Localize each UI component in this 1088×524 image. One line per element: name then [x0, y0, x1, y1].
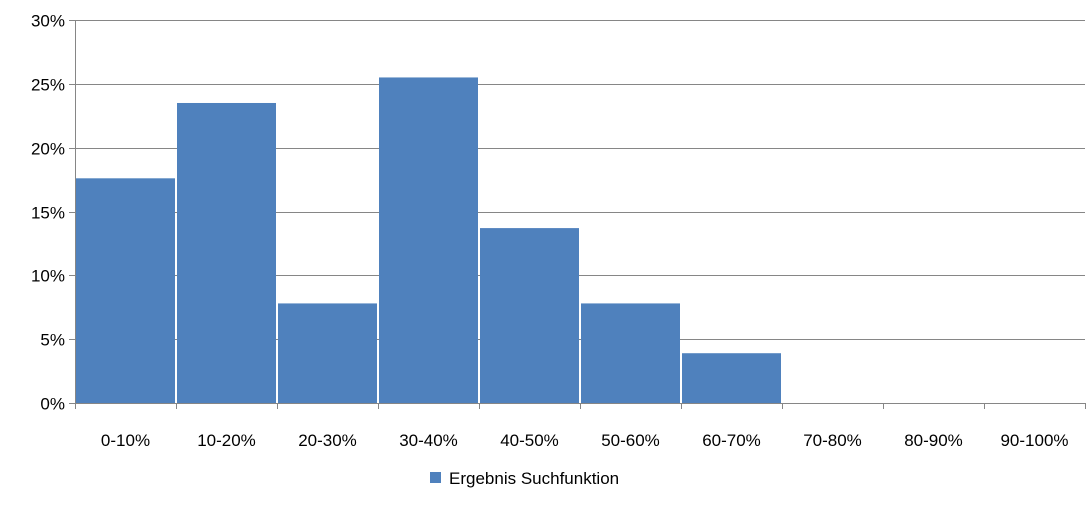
legend: Ergebnis Suchfunktion [430, 469, 619, 488]
bar-20-30% [278, 303, 377, 403]
y-tick-label: 30% [31, 12, 65, 31]
bar-40-50% [480, 228, 579, 403]
y-tick-label: 20% [31, 140, 65, 159]
x-tick-label: 90-100% [1000, 431, 1068, 450]
y-tick-label: 25% [31, 76, 65, 95]
legend-swatch [430, 472, 441, 483]
x-tick-label: 70-80% [803, 431, 862, 450]
y-tick-label: 0% [40, 395, 65, 414]
legend-label: Ergebnis Suchfunktion [449, 469, 619, 488]
y-tick-labels: 0% 5% 10% 15% 20% 25% 30% [31, 12, 65, 414]
x-tick-label: 30-40% [399, 431, 458, 450]
bar-60-70% [682, 353, 781, 403]
y-tick-label: 5% [40, 331, 65, 350]
bars [76, 77, 781, 403]
x-tick-label: 10-20% [197, 431, 256, 450]
x-tick-label: 40-50% [500, 431, 559, 450]
y-tick-label: 10% [31, 267, 65, 286]
x-tick-label: 0-10% [101, 431, 150, 450]
x-tick-label: 50-60% [601, 431, 660, 450]
bar-0-10% [76, 178, 175, 403]
y-tick-label: 15% [31, 204, 65, 223]
axes [69, 20, 1086, 409]
bar-50-60% [581, 303, 680, 403]
bar-10-20% [177, 102, 276, 403]
x-tick-label: 80-90% [904, 431, 963, 450]
bar-30-40% [379, 77, 478, 403]
x-tick-labels: 0-10% 10-20% 20-30% 30-40% 40-50% 50-60% 60-70… [101, 431, 1069, 450]
x-tick-label: 60-70% [702, 431, 761, 450]
x-tick-label: 20-30% [298, 431, 357, 450]
